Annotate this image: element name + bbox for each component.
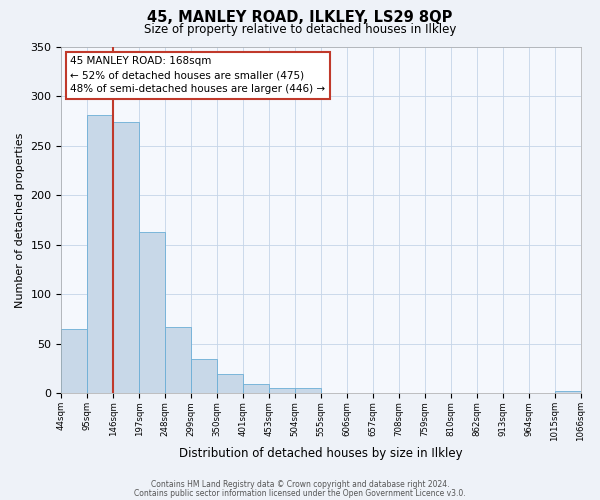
Bar <box>139 232 165 394</box>
Y-axis label: Number of detached properties: Number of detached properties <box>15 132 25 308</box>
Bar <box>88 115 113 394</box>
Text: 45, MANLEY ROAD, ILKLEY, LS29 8QP: 45, MANLEY ROAD, ILKLEY, LS29 8QP <box>148 10 452 25</box>
Bar <box>243 384 269 394</box>
Bar <box>217 374 243 394</box>
Text: 45 MANLEY ROAD: 168sqm
← 52% of detached houses are smaller (475)
48% of semi-de: 45 MANLEY ROAD: 168sqm ← 52% of detached… <box>70 56 326 94</box>
Bar <box>61 329 88 394</box>
Text: Contains HM Land Registry data © Crown copyright and database right 2024.: Contains HM Land Registry data © Crown c… <box>151 480 449 489</box>
Bar <box>554 392 581 394</box>
Bar <box>113 122 139 394</box>
Bar <box>191 358 217 394</box>
Bar <box>165 327 191 394</box>
Bar <box>269 388 295 394</box>
Text: Size of property relative to detached houses in Ilkley: Size of property relative to detached ho… <box>144 22 456 36</box>
Bar <box>295 388 321 394</box>
X-axis label: Distribution of detached houses by size in Ilkley: Distribution of detached houses by size … <box>179 447 463 460</box>
Text: Contains public sector information licensed under the Open Government Licence v3: Contains public sector information licen… <box>134 488 466 498</box>
